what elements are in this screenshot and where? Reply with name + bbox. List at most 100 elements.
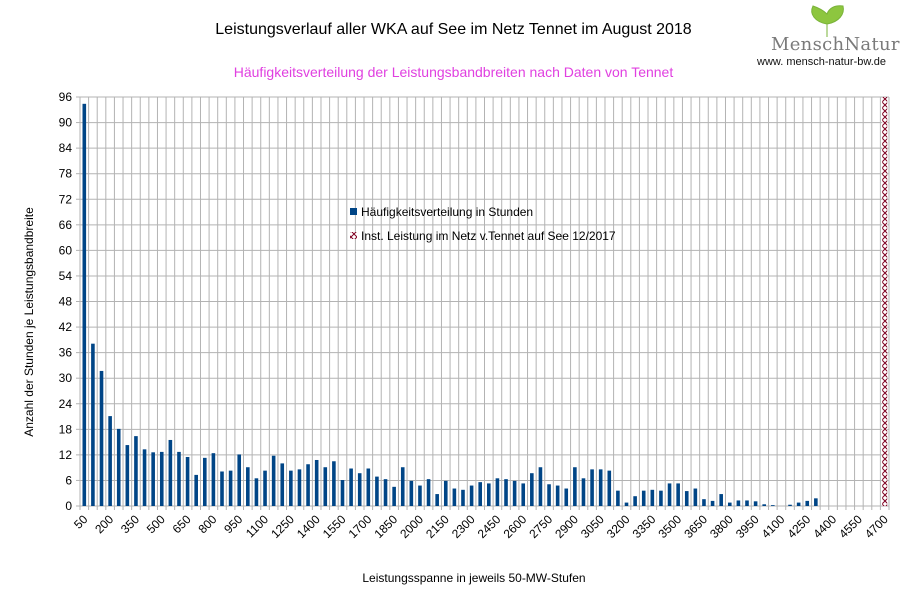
x-tick-label: 2150 <box>423 512 452 541</box>
ginkgo-leaf-icon <box>811 5 844 37</box>
legend-swatch-installed <box>350 232 357 239</box>
y-tick-label: 36 <box>59 346 73 360</box>
frequency-bar-3700 <box>710 500 715 506</box>
x-tick-label: 4100 <box>759 512 788 541</box>
legend-label-frequency: Häufigkeitsverteilung in Stunden <box>361 205 533 219</box>
frequency-bar-2750 <box>547 484 551 506</box>
frequency-bar-2550 <box>512 480 517 506</box>
x-tick-label: 1250 <box>268 512 297 541</box>
frequency-bar-400 <box>142 449 147 506</box>
frequency-bar-2650 <box>530 473 534 506</box>
frequency-bar-4150 <box>788 504 792 506</box>
frequency-bar-2500 <box>504 479 508 506</box>
chart-title: Leistungsverlauf aller WKA auf See im Ne… <box>0 21 907 39</box>
frequency-bar-500 <box>159 451 164 506</box>
legend-swatch-frequency <box>350 208 357 215</box>
frequency-bar-4200 <box>796 502 801 506</box>
y-tick-label: 24 <box>59 397 73 411</box>
frequency-bar-1150 <box>271 455 276 506</box>
frequency-bar-2900 <box>573 467 577 506</box>
frequency-bar-2250 <box>461 489 465 506</box>
installed-capacity-bar-4700 <box>882 97 888 506</box>
frequency-bar-1100 <box>263 470 267 506</box>
frequency-bar-3600 <box>693 488 698 506</box>
y-tick-label: 30 <box>59 371 73 385</box>
frequency-bar-1050 <box>254 478 259 506</box>
logo-name: MenschNatur <box>771 34 900 55</box>
x-tick-label: 650 <box>170 512 194 536</box>
x-tick-label: 3500 <box>655 512 684 541</box>
frequency-bar-1000 <box>246 467 250 506</box>
frequency-bar-1550 <box>340 480 345 506</box>
frequency-bar-3200 <box>624 502 629 506</box>
frequency-bar-1450 <box>323 467 328 506</box>
frequency-bar-950 <box>237 454 242 506</box>
x-tick-label: 3800 <box>707 512 736 541</box>
frequency-bar-250 <box>116 428 121 506</box>
x-axis-ticks: 50 200 350 500 650 800 95011001250140015501700… <box>71 512 891 541</box>
x-tick-label: 3200 <box>604 512 633 541</box>
frequency-bar-100 <box>91 343 95 506</box>
frequency-bar-3850 <box>736 500 741 506</box>
y-tick-label: 96 <box>59 90 73 104</box>
chart-subtitle: Häufigkeitsverteilung der Leistungsbandb… <box>233 64 674 80</box>
x-tick-label: 4700 <box>862 512 891 541</box>
frequency-bar-3400 <box>659 490 663 506</box>
x-tick-label: 4550 <box>836 512 865 541</box>
frequency-bar-3050 <box>598 469 603 506</box>
frequency-bar-1750 <box>375 476 379 506</box>
x-tick-label: 3050 <box>578 512 607 541</box>
frequency-bar-2700 <box>538 467 543 506</box>
mensch-natur-logo: MenschNatur www. mensch-natur-bw.de <box>755 4 905 70</box>
y-axis-title: Anzahl der Stunden je Leistungsbandbreit… <box>22 207 36 437</box>
frequency-bar-150 <box>99 370 104 506</box>
frequency-bar-2300 <box>469 485 474 506</box>
logo-url: www. mensch-natur-bw.de <box>757 56 886 68</box>
frequency-bar-3550 <box>684 491 689 506</box>
x-tick-label: 1700 <box>346 512 375 541</box>
y-axis-ticks: 0 6 12 18 24 30 36 42 48 54 60 66 72 78 84 90 96 <box>59 90 73 513</box>
frequency-bar-4000 <box>762 504 767 506</box>
x-tick-label: 3350 <box>630 512 659 541</box>
frequency-bar-1650 <box>357 473 362 506</box>
x-tick-label: 1400 <box>294 512 323 541</box>
y-tick-label: 54 <box>59 269 73 283</box>
x-tick-label: 2900 <box>552 512 581 541</box>
frequency-bar-800 <box>211 453 216 506</box>
x-tick-label: 3650 <box>681 512 710 541</box>
frequency-bar-3000 <box>590 469 594 506</box>
frequency-bar-1800 <box>383 479 388 506</box>
legend: Häufigkeitsverteilung in Stunden Inst. L… <box>350 205 616 243</box>
x-tick-label: 2750 <box>526 512 555 541</box>
frequency-bar-850 <box>220 471 224 506</box>
frequency-bar-3150 <box>616 490 620 506</box>
x-tick-label: 4250 <box>785 512 814 541</box>
frequency-bar-600 <box>177 451 181 506</box>
y-tick-label: 84 <box>59 141 73 155</box>
frequency-bar-3900 <box>745 500 749 506</box>
frequency-bar-4050 <box>771 505 775 506</box>
y-tick-label: 18 <box>59 422 73 436</box>
frequency-bar-3250 <box>633 496 637 506</box>
frequency-bar-1500 <box>332 461 336 506</box>
x-tick-label: 2000 <box>397 512 426 541</box>
frequency-bar-4250 <box>805 500 810 506</box>
y-tick-label: 42 <box>59 320 73 334</box>
x-tick-label: 2450 <box>475 512 504 541</box>
frequency-bar-2950 <box>581 478 586 506</box>
x-tick-label: 3950 <box>733 512 762 541</box>
y-tick-label: 6 <box>65 473 72 487</box>
frequency-bar-1900 <box>400 467 405 506</box>
frequency-bar-3300 <box>641 490 646 506</box>
frequency-bar-1300 <box>297 469 302 506</box>
x-tick-label: 1100 <box>243 512 271 540</box>
frequency-bar-2350 <box>478 482 482 506</box>
frequency-bar-3650 <box>702 499 706 506</box>
x-tick-label: 800 <box>195 512 219 536</box>
frequency-bar-2200 <box>452 488 457 506</box>
frequency-bar-1200 <box>280 463 285 506</box>
frequency-bar-1700 <box>366 468 371 506</box>
x-tick-label: 2300 <box>449 512 478 541</box>
frequency-bar-3950 <box>753 501 758 506</box>
